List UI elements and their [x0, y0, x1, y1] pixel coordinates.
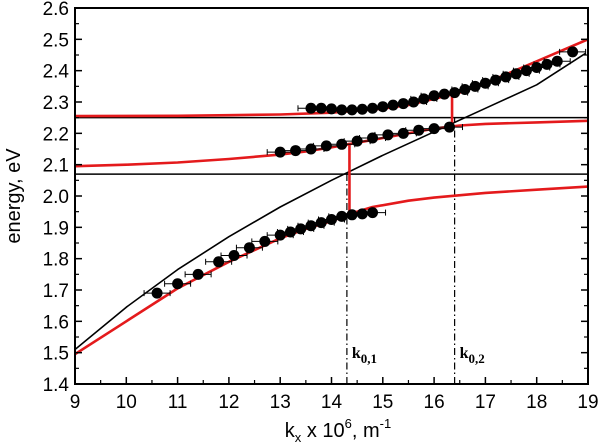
- y-tick-label: 1.4: [43, 375, 70, 396]
- data-point: [243, 242, 255, 254]
- data-point: [397, 127, 409, 139]
- data-point: [428, 123, 440, 135]
- data-point: [408, 96, 420, 108]
- data-point: [356, 208, 368, 220]
- data-point: [336, 210, 348, 222]
- plot-area: [75, 38, 588, 384]
- y-tick-label: 1.9: [43, 218, 69, 239]
- data-point: [326, 103, 337, 115]
- data-point: [449, 87, 461, 99]
- data-point: [351, 135, 363, 147]
- polariton-branch-line: [75, 119, 588, 168]
- data-point: [551, 55, 563, 67]
- x-tick-label: 15: [372, 392, 393, 413]
- data-point: [213, 256, 225, 268]
- data-point: [387, 99, 399, 111]
- data-point: [305, 143, 317, 155]
- annotation-label: k0,2: [460, 345, 485, 366]
- data-point: [443, 121, 455, 133]
- data-point: [541, 58, 553, 70]
- x-tick-label: 18: [526, 392, 547, 413]
- x-tick-label: 11: [168, 392, 188, 413]
- x-tick-label: 9: [70, 392, 81, 413]
- y-tick-label: 1.8: [43, 250, 69, 271]
- data-point: [346, 104, 358, 116]
- x-axis: 9 10 11 12 13 14 15 16 17 18 19: [70, 377, 599, 413]
- y-axis-label: energy, eV: [3, 148, 25, 244]
- data-point: [438, 88, 450, 100]
- data-point: [367, 132, 379, 144]
- x-tick-label: 13: [270, 392, 291, 413]
- data-point: [336, 138, 348, 150]
- x-axis-label: kx x 106, m-1: [285, 416, 391, 445]
- data-point: [567, 46, 579, 58]
- data-point: [320, 140, 332, 152]
- y-tick-label: 1.6: [43, 312, 69, 333]
- data-point: [295, 223, 307, 235]
- x-tick-label: 10: [116, 392, 137, 413]
- data-point: [418, 93, 430, 105]
- data-point: [469, 80, 481, 92]
- x-tick-label: 19: [577, 392, 598, 413]
- data-point: [531, 62, 543, 74]
- y-tick-label: 2.0: [43, 187, 69, 208]
- y-tick-label: 1.7: [43, 281, 69, 302]
- data-point: [172, 278, 184, 290]
- data-point: [367, 207, 379, 219]
- data-point: [274, 229, 286, 241]
- data-point: [290, 145, 302, 157]
- data-point: [315, 102, 327, 114]
- y-tick-label: 2.3: [43, 93, 69, 114]
- data-point: [259, 235, 271, 247]
- polariton-branch-line: [75, 185, 588, 356]
- data-point: [274, 146, 286, 158]
- data-point: [459, 83, 471, 95]
- y-tick-label: 2.2: [43, 124, 69, 145]
- y-tick-label: 1.5: [43, 344, 69, 365]
- data-point: [356, 103, 368, 115]
- data-point: [315, 217, 327, 229]
- x-tick-label: 16: [424, 392, 445, 413]
- annotation-label: k0,1: [352, 345, 377, 366]
- data-point: [284, 226, 296, 238]
- data-point: [510, 68, 522, 80]
- y-axis: 1.4 1.5 1.6 1.7 1.8 1.9 2.0 2.1 2.2 2.3 2.4 2.5 2.6: [43, 0, 588, 396]
- y-tick-label: 2.5: [43, 30, 69, 51]
- x-tick-label: 12: [218, 392, 239, 413]
- data-point: [192, 268, 204, 280]
- data-point: [367, 102, 379, 114]
- y-tick-label: 2.1: [43, 156, 69, 177]
- data-point: [520, 65, 532, 77]
- data-point: [346, 209, 358, 221]
- x-tick-label: 17: [475, 392, 496, 413]
- y-tick-label: 2.6: [43, 0, 69, 20]
- data-point: [479, 77, 491, 89]
- data-point: [413, 124, 425, 136]
- annotations: k0,1 k0,2: [352, 345, 485, 366]
- plot-content: [75, 38, 588, 384]
- data-point: [382, 129, 394, 141]
- x-tick-label: 14: [321, 392, 343, 413]
- data-point: [377, 101, 389, 113]
- data-point: [490, 74, 502, 86]
- photon-dispersion-line: [75, 52, 586, 351]
- y-tick-label: 2.4: [43, 62, 70, 83]
- data-point: [151, 287, 163, 299]
- data-point: [326, 214, 337, 225]
- data-point: [428, 90, 440, 102]
- data-point: [397, 98, 409, 110]
- data-point: [305, 220, 317, 232]
- plot-frame: [74, 7, 589, 385]
- data-point: [500, 71, 512, 83]
- data-point: [228, 250, 240, 262]
